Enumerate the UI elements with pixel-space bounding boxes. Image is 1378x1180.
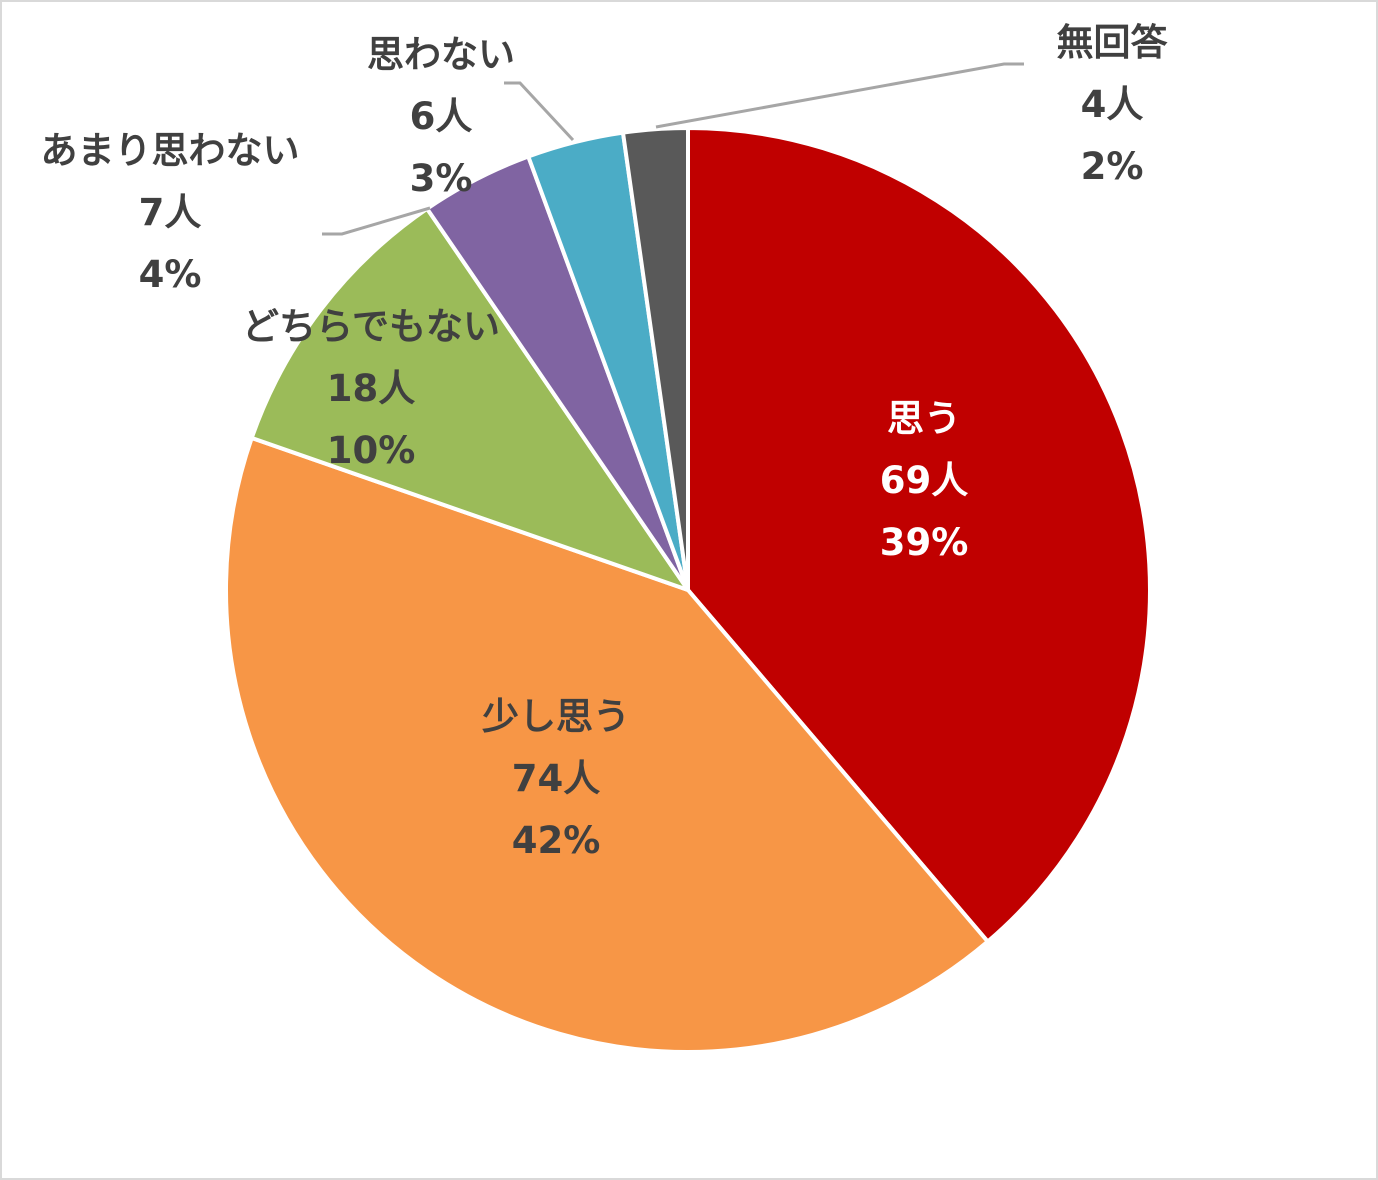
leader-lines (322, 62, 1024, 236)
label-count: 74人 (511, 757, 601, 800)
label-percent: 2% (1080, 145, 1144, 188)
label-count: 18人 (326, 367, 416, 410)
label-amari-omowanai: あまり思わない 7人 4% (41, 120, 300, 306)
pie-slice-1 (686, 126, 1152, 944)
label-count: 4人 (1080, 83, 1144, 126)
label-percent: 39% (879, 521, 969, 564)
leader-line-omowanai (504, 81, 575, 142)
label-sukoshi-omou: 少し思う 74人 42% (482, 686, 630, 872)
leader-line-amari (322, 206, 431, 236)
label-mukaito: 無回答 4人 2% (1057, 12, 1168, 198)
label-percent: 3% (409, 157, 473, 200)
label-count: 6人 (409, 95, 473, 138)
leader-line-mukaito (655, 62, 1024, 129)
label-count: 69人 (879, 459, 969, 502)
pie-slice-3 (249, 206, 690, 592)
pie-slice-6 (620, 126, 690, 592)
label-category: 思わない (367, 33, 515, 76)
label-percent: 4% (138, 253, 202, 296)
label-category: 無回答 (1056, 21, 1168, 64)
label-omowanai: 思わない 6人 3% (367, 24, 515, 210)
label-category: あまり思わない (40, 129, 300, 172)
label-category: どちらでもない (242, 305, 500, 348)
label-percent: 10% (326, 429, 416, 472)
label-count: 7人 (138, 191, 202, 234)
label-category: 少し思う (482, 695, 630, 738)
label-percent: 42% (511, 819, 601, 862)
pie-slices (224, 126, 1152, 1054)
label-category: 思う (887, 397, 961, 440)
label-omou: 思う 69人 39% (880, 388, 969, 574)
pie-slice-2 (224, 435, 990, 1054)
label-dochiramo: どちらでもない 18人 10% (242, 296, 500, 482)
